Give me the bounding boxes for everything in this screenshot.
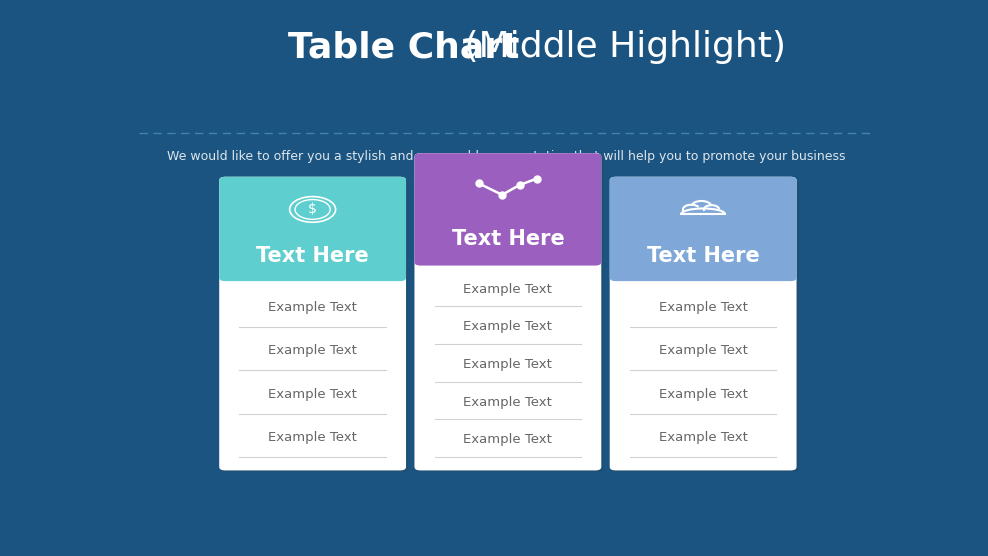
Text: Example Text: Example Text (268, 301, 357, 314)
Text: Example Text: Example Text (463, 434, 552, 446)
Text: Example Text: Example Text (268, 431, 357, 444)
Text: Text Here: Text Here (256, 246, 369, 266)
Text: Example Text: Example Text (463, 396, 552, 409)
FancyBboxPatch shape (221, 179, 408, 473)
Text: Example Text: Example Text (268, 344, 357, 357)
Bar (616, 263, 790, 277)
FancyBboxPatch shape (610, 177, 796, 470)
Text: Example Text: Example Text (659, 301, 748, 314)
FancyBboxPatch shape (219, 177, 406, 281)
FancyBboxPatch shape (415, 153, 602, 266)
Text: $: $ (308, 202, 317, 216)
Bar (421, 246, 595, 262)
Text: Example Text: Example Text (268, 388, 357, 401)
Text: Example Text: Example Text (659, 431, 748, 444)
Text: Example Text: Example Text (463, 282, 552, 296)
Text: (Middle Highlight): (Middle Highlight) (453, 30, 785, 64)
Text: Example Text: Example Text (659, 388, 748, 401)
FancyBboxPatch shape (417, 155, 604, 473)
Text: Example Text: Example Text (463, 358, 552, 371)
FancyBboxPatch shape (219, 177, 406, 470)
Bar (225, 263, 400, 277)
FancyBboxPatch shape (612, 179, 799, 473)
FancyBboxPatch shape (610, 177, 796, 281)
FancyBboxPatch shape (415, 153, 602, 470)
Text: Example Text: Example Text (463, 320, 552, 334)
Text: Example Text: Example Text (659, 344, 748, 357)
Text: Table Chart: Table Chart (288, 30, 519, 64)
Text: We would like to offer you a stylish and reasonable presentation that will help : We would like to offer you a stylish and… (167, 150, 846, 163)
Text: Text Here: Text Here (647, 246, 760, 266)
Text: Text Here: Text Here (452, 229, 564, 249)
